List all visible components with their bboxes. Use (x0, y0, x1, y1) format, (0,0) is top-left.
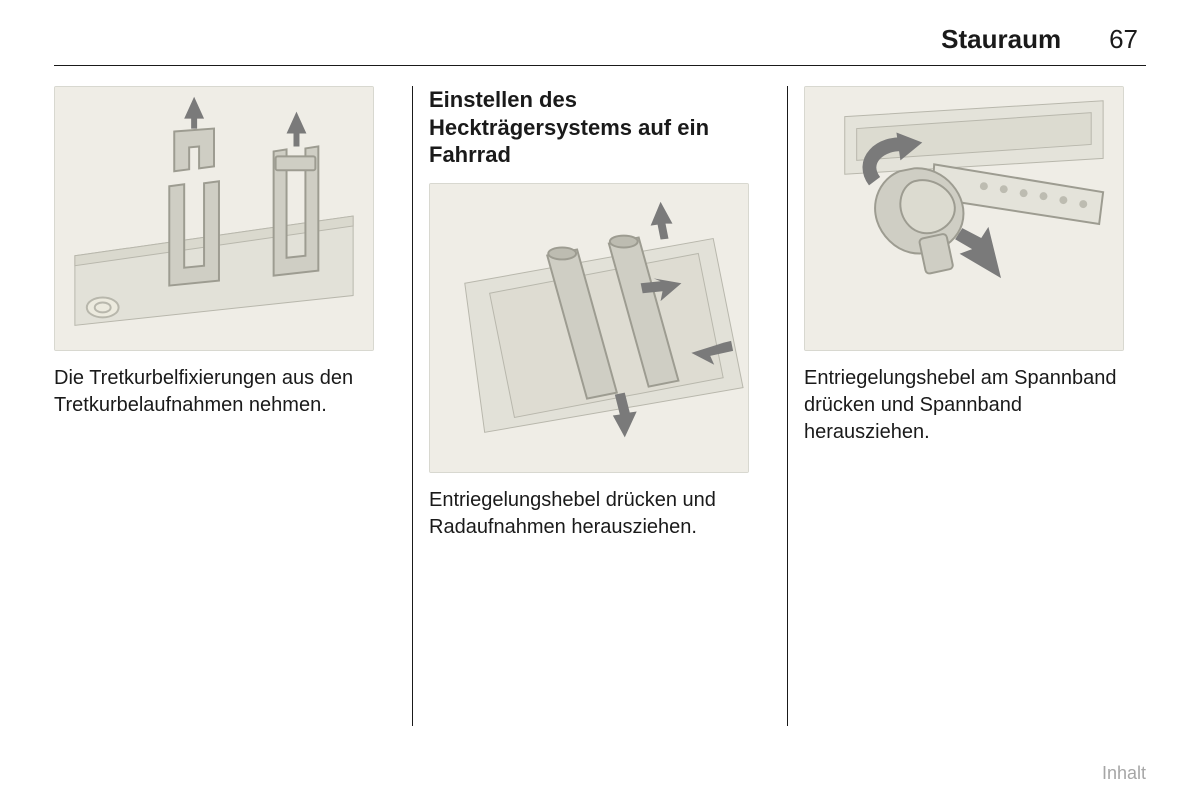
page: Stauraum 67 (0, 0, 1200, 802)
footer-link[interactable]: Inhalt (1102, 763, 1146, 784)
section-title: Stauraum (941, 24, 1061, 55)
column-right: Entriegelungshebel am Spannband drücken … (788, 86, 1146, 726)
header-rule (54, 65, 1146, 66)
page-number: 67 (1109, 24, 1138, 55)
columns: Die Tretkurbelfixierungen aus den Tretku… (54, 86, 1146, 726)
figure-right (804, 86, 1124, 351)
center-section-title: Einstellen des Heckträgersystems auf ein… (429, 86, 771, 169)
caption-right: Entriegelungshebel am Spannband drücken … (804, 365, 1146, 446)
caption-left: Die Tretkurbelfixierungen aus den Tretku… (54, 365, 396, 419)
column-left: Die Tretkurbelfixierungen aus den Tretku… (54, 86, 412, 726)
figure-center (429, 183, 749, 473)
caption-center: Entriegelungshebel drücken und Radaufnah… (429, 487, 771, 541)
column-center: Einstellen des Heckträgersystems auf ein… (413, 86, 787, 726)
figure-left (54, 86, 374, 351)
page-header: Stauraum 67 (54, 24, 1146, 55)
